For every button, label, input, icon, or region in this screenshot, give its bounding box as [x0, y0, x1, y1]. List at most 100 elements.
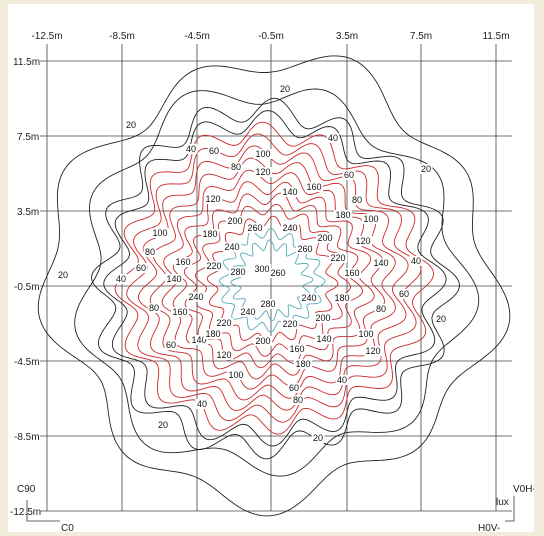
contour-label: 120 [205, 194, 220, 204]
contour-label: 120 [255, 167, 270, 177]
y-tick-label: -0.5m [14, 282, 40, 293]
contour-label: 280 [230, 267, 245, 277]
contour-label: 160 [175, 257, 190, 267]
contour-label-background [186, 292, 206, 302]
c0-label: C0 [61, 523, 74, 532]
contour-label-background [214, 318, 234, 328]
contour-label-background [293, 359, 313, 369]
contour-label-background [170, 307, 190, 317]
y-tick-label: -4.5m [14, 357, 40, 368]
contour-label-background [409, 256, 423, 266]
contour-label: 40 [337, 375, 347, 385]
contour-label-background [342, 170, 356, 180]
contour-line [218, 228, 326, 333]
isolux-plot: 2020202020202020404040404040606060606060… [10, 31, 534, 532]
contour-label-background [156, 420, 170, 430]
c90-label: C90 [17, 484, 36, 495]
contour-label-background [226, 370, 246, 380]
contour-label: 20 [158, 420, 168, 430]
contour-label: 300 [254, 264, 269, 274]
contour-label: 60 [209, 146, 219, 156]
contour-label: 240 [224, 242, 239, 252]
contour-label-background [419, 164, 433, 174]
contour-line [126, 133, 422, 423]
contour-label: 100 [363, 214, 378, 224]
contour-label-background [291, 395, 305, 405]
contour-label-background [225, 216, 245, 226]
contour-label: 40 [328, 133, 338, 143]
contour-label: 260 [247, 223, 262, 233]
contour-label: 220 [206, 261, 221, 271]
contour-label-background [374, 304, 388, 314]
contour-label: 20 [58, 270, 68, 280]
y-tick-label: 3.5m [17, 207, 39, 218]
contour-label: 40 [186, 144, 196, 154]
contour-label-background [204, 261, 224, 271]
y-tick-label: 7.5m [17, 132, 39, 143]
contour-line [103, 110, 447, 447]
contour-line [230, 239, 314, 321]
v0h-label: V0H- [513, 484, 534, 495]
contour-label: 140 [166, 274, 181, 284]
contour-label-background [280, 319, 300, 329]
contour-label: 100 [228, 370, 243, 380]
contour-label-background [371, 258, 391, 268]
x-tick-label: -0.5m [258, 31, 284, 42]
contour-label: 80 [352, 195, 362, 205]
contour-label-background [134, 263, 148, 273]
contour-label-background [252, 264, 272, 274]
contour-label: 20 [313, 433, 323, 443]
contour-label: 80 [231, 162, 241, 172]
contour-label: 200 [317, 233, 332, 243]
contour-labels: 2020202020202020404040404040606060606060… [56, 84, 448, 443]
x-tick-label: 7.5m [410, 31, 432, 42]
contour-label-background [333, 210, 353, 220]
contour-label: 140 [191, 335, 206, 345]
contour-label-background [342, 268, 362, 278]
contour-label-background [124, 120, 138, 130]
contour-label-background [195, 399, 209, 409]
contour-label: 240 [282, 223, 297, 233]
contour-label-background [207, 146, 221, 156]
contour-label: 240 [240, 307, 255, 317]
contour-label: 20 [126, 120, 136, 130]
diagram-panel: 2020202020202020404040404040606060606060… [8, 4, 534, 532]
contour-line [137, 145, 409, 411]
contour-label: 60 [344, 170, 354, 180]
contour-label: 160 [306, 182, 321, 192]
contour-label-background [253, 149, 273, 159]
contour-label: 120 [355, 236, 370, 246]
contour-label: 60 [166, 340, 176, 350]
contour-label-background [313, 313, 333, 323]
contour-label: 240 [188, 292, 203, 302]
contour-label-background [280, 223, 300, 233]
contour-label-background [299, 293, 319, 303]
contour-label: 80 [293, 395, 303, 405]
contour-label-background [287, 344, 307, 354]
contour-label-background [229, 162, 243, 172]
contour-line [172, 181, 375, 380]
h0v-label: H0V- [478, 523, 500, 532]
y-tick-label: -12.5m [10, 507, 41, 518]
contour-line [74, 88, 480, 477]
contour-label-background [258, 299, 278, 309]
contour-label-background [332, 293, 352, 303]
contour-label-background [114, 274, 128, 284]
contour-label-background [56, 270, 70, 280]
contour-label: 220 [216, 318, 231, 328]
contour-label: 260 [270, 268, 285, 278]
contour-label: 60 [289, 383, 299, 393]
contour-label-background [326, 133, 340, 143]
contour-label-background [147, 303, 161, 313]
contour-label: 180 [205, 329, 220, 339]
contour-label: 260 [297, 244, 312, 254]
contour-label: 200 [227, 216, 242, 226]
contour-label-background [245, 223, 265, 233]
contour-label: 80 [376, 304, 386, 314]
contour-label-background [222, 242, 242, 252]
contour-label-background [311, 433, 325, 443]
contour-label-background [356, 329, 376, 339]
contour-line [195, 203, 351, 357]
contour-label: 180 [202, 229, 217, 239]
contour-label-background [238, 307, 258, 317]
